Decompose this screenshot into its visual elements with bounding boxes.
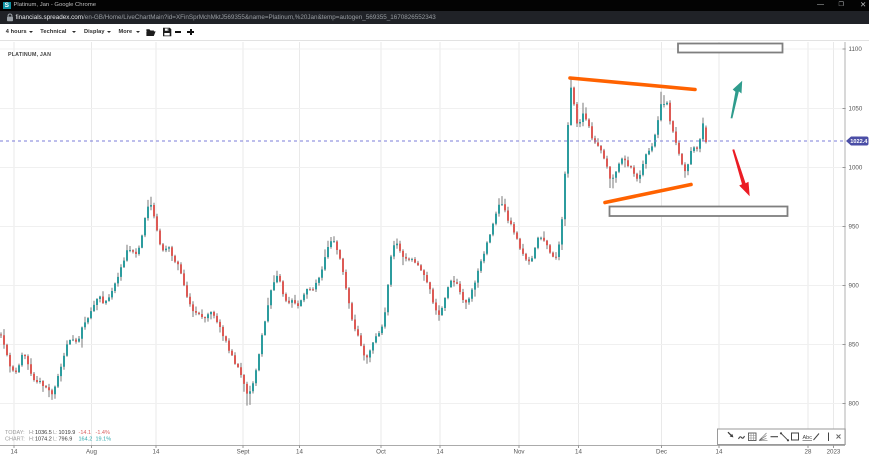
svg-text:Oct: Oct — [376, 449, 386, 456]
svg-text:Aug: Aug — [86, 449, 98, 456]
svg-text:14: 14 — [716, 449, 723, 456]
svg-text:Nov: Nov — [513, 449, 525, 456]
svg-text:H:: H: — [29, 437, 35, 443]
svg-text:850: 850 — [849, 342, 860, 349]
svg-text:H:: H: — [29, 430, 35, 436]
svg-text:L:: L: — [53, 437, 58, 443]
svg-text:-14.1: -14.1 — [79, 430, 92, 436]
svg-text:Dec: Dec — [656, 449, 667, 456]
svg-text:1000: 1000 — [849, 165, 863, 172]
svg-text:28: 28 — [805, 449, 812, 456]
svg-text:1019.9: 1019.9 — [59, 430, 76, 436]
svg-text:14: 14 — [153, 449, 160, 456]
svg-text:14: 14 — [296, 449, 303, 456]
svg-text:950: 950 — [849, 224, 860, 231]
svg-text:PLATINUM, JAN: PLATINUM, JAN — [8, 52, 51, 58]
svg-text:1100: 1100 — [849, 46, 863, 53]
svg-text:Abc: Abc — [803, 435, 813, 441]
svg-text:1074.2: 1074.2 — [35, 437, 52, 443]
svg-text:800: 800 — [849, 401, 860, 408]
svg-text:1050: 1050 — [849, 106, 863, 113]
svg-text:L:: L: — [53, 430, 58, 436]
svg-text:14: 14 — [437, 449, 444, 456]
svg-text:1036.5: 1036.5 — [35, 430, 52, 436]
svg-text:TODAY:: TODAY: — [5, 430, 25, 436]
svg-text:900: 900 — [849, 283, 860, 290]
svg-text:2023: 2023 — [827, 449, 841, 456]
svg-text:-1.4%: -1.4% — [96, 430, 110, 436]
svg-text:1022.4: 1022.4 — [850, 139, 868, 145]
svg-text:14: 14 — [11, 449, 18, 456]
svg-text:796.9: 796.9 — [59, 437, 73, 443]
svg-text:164.2: 164.2 — [79, 437, 93, 443]
svg-text:CHART:: CHART: — [5, 437, 25, 443]
svg-text:19.1%: 19.1% — [96, 437, 112, 443]
svg-text:Sept: Sept — [237, 449, 250, 456]
svg-text:14: 14 — [575, 449, 582, 456]
